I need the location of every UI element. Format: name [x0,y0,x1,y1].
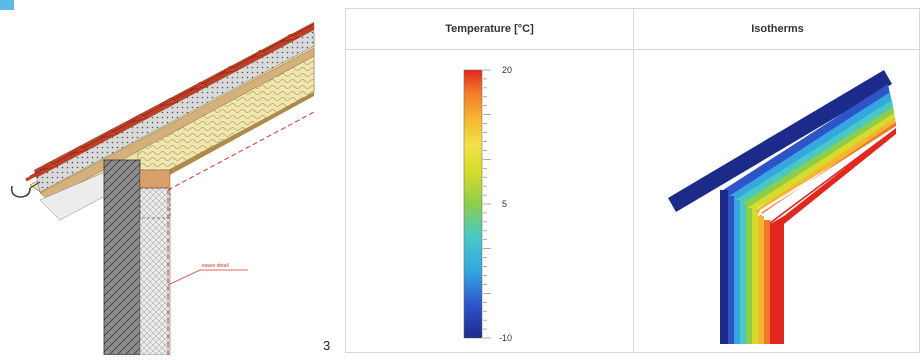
isotherm-band-7 [756,122,896,240]
isotherm-wall-3 [740,204,746,344]
column-divider [633,9,634,352]
isotherm-warm-core [770,224,784,344]
roof-tiles [25,23,315,182]
detail-label: eaves detail [202,263,229,269]
scale-mid-label: 5 [502,199,508,209]
isotherm-plot-cell [634,50,920,352]
corner-accent-mark [0,0,14,10]
isotherm-wall-cold [720,190,728,344]
interior-ceiling-line [167,111,315,191]
table-header-row [346,9,919,50]
wall-plate [139,169,171,189]
gutter [10,181,41,198]
isotherm-wall-1 [728,196,734,344]
temperature-color-bar [463,69,483,339]
isotherm-warm-roof [770,128,896,232]
masonry-wall [103,159,141,356]
scale-max-label: 20 [502,65,513,75]
isotherm-plot-svg [668,70,896,344]
scale-min-label: -10 [499,333,513,343]
isotherm-wall-7 [764,220,770,344]
isotherm-band-cold-roof [668,70,892,212]
scale-ticks [483,69,491,339]
temperature-scale-svg [463,69,491,339]
temperature-header: Temperature [°C] [445,23,534,35]
isotherm-wall-4 [746,208,752,344]
isotherm-table: Temperature [°C] Isotherms [345,8,920,353]
roof-construction-drawing: eaves detail [0,0,330,356]
temperature-scale-cell: 20 5 -10 [346,50,633,352]
isotherms-header: Isotherms [751,23,804,35]
figure-number: 3 [323,338,331,353]
detail-leader-line [167,269,248,286]
isotherm-wall-5 [752,212,758,344]
isotherm-wall-6 [758,216,764,344]
construction-detail-svg: eaves detail [10,22,315,356]
beam-outline [139,187,171,219]
inner-wall-layer [139,187,171,356]
isotherm-wall-2 [734,200,740,344]
